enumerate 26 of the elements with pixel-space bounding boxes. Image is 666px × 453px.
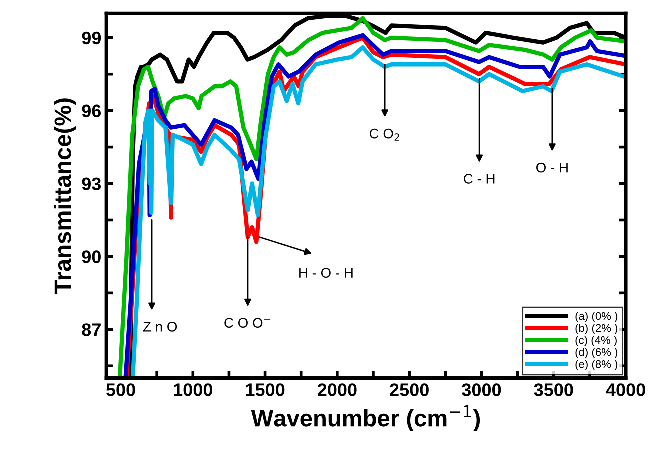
annotation: C O O$^{−}$ [224,318,271,328]
y-tick-label: 99 [82,32,102,45]
x-tick-label: 2500 [390,384,429,396]
legend-label: (d) (6% ) [576,348,618,358]
y-tick-label: 87 [82,324,101,336]
x-tick-label: 1000 [174,384,212,396]
y-tick-label: 93 [82,178,102,191]
x-tick-label: 500 [106,384,136,396]
annotation: O - H [536,162,568,173]
y-tick-label: 96 [82,104,102,118]
annotation: C O$_{2}$ [370,128,400,141]
y-axis-title: Transmittance(%) [54,98,76,294]
x-tick-label: 3500 [534,384,574,396]
x-tick-label: 4000 [606,384,646,396]
x-tick-label: 1500 [246,384,285,396]
legend-label: (c) (4% ) [576,336,617,346]
x-tick-label: 3000 [462,384,502,396]
annotation: H - O - H [300,268,353,278]
annotation: C - H [464,174,495,184]
legend-label: (e) (8% ) [576,360,618,370]
y-tick-label: 90 [82,250,101,264]
legend-label: (b) (2% ) [576,324,618,334]
x-axis-title: Wavenumber (cm$^{−1}$) [251,406,480,432]
x-tick-label: 2000 [318,384,357,396]
annotation: Z n O [143,322,178,332]
legend-label: (a) (0% ) [576,312,618,322]
